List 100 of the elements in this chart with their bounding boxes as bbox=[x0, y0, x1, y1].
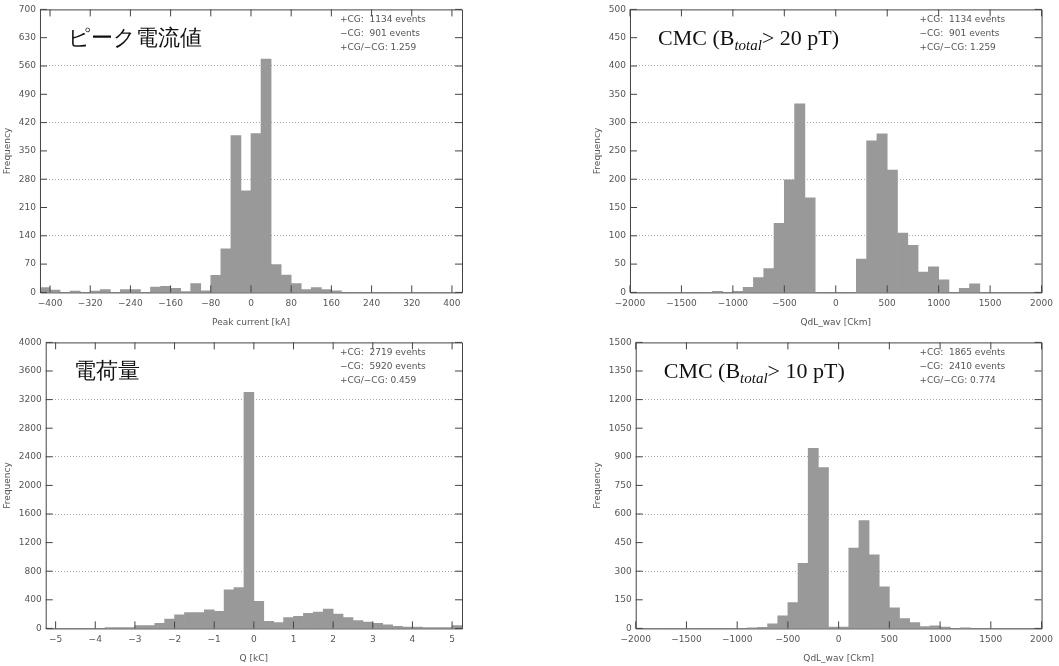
annotation: +CG: 1134 events bbox=[340, 14, 426, 25]
x-tick-label: −2000 bbox=[614, 298, 646, 309]
x-tick-label: −1500 bbox=[671, 634, 702, 645]
x-tick-label: 4 bbox=[409, 634, 416, 645]
annotation: −CG: 901 events bbox=[919, 28, 1000, 39]
y-tick-label: 400 bbox=[24, 594, 42, 605]
y-tick-label: 0 bbox=[30, 286, 37, 297]
y-tick-label: 250 bbox=[608, 145, 627, 156]
x-tick-label: 0 bbox=[835, 634, 842, 645]
annotation: +CG: 2719 events bbox=[340, 347, 426, 358]
x-tick-label: 320 bbox=[403, 298, 421, 309]
annotation: −CG: 2410 events bbox=[919, 361, 1006, 372]
x-tick-label: 1500 bbox=[979, 634, 1003, 645]
text: 電荷量 bbox=[73, 358, 140, 384]
y-tick-label: 900 bbox=[614, 451, 632, 462]
x-tick-label: 240 bbox=[362, 298, 381, 309]
x-tick-label: −400 bbox=[37, 298, 63, 309]
x-tick-label: 2000 bbox=[1030, 634, 1054, 645]
y-tick-label: 1500 bbox=[608, 336, 632, 347]
x-axis-title: QdL_wav [Ckm] bbox=[803, 652, 874, 663]
y-tick-label: 70 bbox=[24, 258, 37, 269]
x-tick-label: 2000 bbox=[1030, 298, 1054, 309]
y-axis-title: Frequency bbox=[1, 461, 12, 509]
y-tick-label: 350 bbox=[608, 88, 627, 99]
x-tick-label: 3 bbox=[369, 634, 376, 645]
y-tick-label: 500 bbox=[608, 3, 627, 14]
y-tick-label: 1200 bbox=[608, 393, 632, 404]
y-tick-label: 0 bbox=[35, 622, 42, 633]
x-tick-label: −5 bbox=[48, 634, 63, 645]
y-tick-label: 150 bbox=[608, 201, 627, 212]
y-tick-label: 3200 bbox=[18, 393, 42, 404]
x-axis-title: QdL_wav [Ckm] bbox=[800, 316, 872, 327]
x-axis-title: Q [kC] bbox=[239, 652, 269, 663]
x-tick-label: −1 bbox=[207, 634, 221, 645]
text: ピーク電流値 bbox=[67, 25, 202, 51]
y-tick-label: 0 bbox=[625, 622, 632, 633]
y-tick-label: 2000 bbox=[18, 479, 42, 490]
y-tick-label: 560 bbox=[18, 60, 37, 71]
y-tick-label: 750 bbox=[614, 479, 632, 490]
x-tick-label: −4 bbox=[88, 634, 103, 645]
x-tick-label: 400 bbox=[443, 298, 461, 309]
y-tick-label: 1200 bbox=[18, 536, 42, 547]
x-tick-label: 500 bbox=[878, 298, 897, 309]
x-tick-label: 1000 bbox=[927, 298, 951, 309]
y-tick-label: 450 bbox=[608, 32, 627, 43]
y-tick-label: 2800 bbox=[18, 422, 42, 433]
y-tick-label: 1050 bbox=[608, 422, 632, 433]
x-tick-label: −1000 bbox=[721, 634, 753, 645]
y-tick-label: 800 bbox=[24, 565, 42, 576]
x-tick-label: −2 bbox=[167, 634, 182, 645]
y-tick-label: 600 bbox=[614, 508, 632, 519]
x-tick-label: −500 bbox=[771, 298, 797, 309]
y-tick-label: 3600 bbox=[18, 365, 42, 376]
annotation: +CG/−CG: 1.259 bbox=[340, 42, 417, 53]
y-tick-label: 0 bbox=[620, 286, 627, 297]
x-tick-label: −2000 bbox=[620, 634, 652, 645]
y-tick-label: 450 bbox=[614, 536, 632, 547]
y-tick-label: 140 bbox=[18, 230, 37, 241]
y-tick-label: 100 bbox=[608, 230, 627, 241]
x-tick-label: 1 bbox=[290, 634, 297, 645]
y-tick-label: 2400 bbox=[18, 451, 42, 462]
x-tick-label: 1500 bbox=[978, 298, 1002, 309]
annotation: +CG/−CG: 1.259 bbox=[919, 42, 997, 53]
y-axis-title: Frequency bbox=[1, 126, 12, 175]
annotation: −CG: 5920 events bbox=[340, 361, 426, 372]
y-axis-title: Frequency bbox=[591, 126, 602, 175]
x-tick-label: 80 bbox=[285, 298, 298, 309]
annotation: +CG: 1865 events bbox=[919, 347, 1006, 358]
y-axis-title: Frequency bbox=[591, 461, 602, 509]
y-tick-label: 280 bbox=[18, 173, 37, 184]
x-tick-label: −80 bbox=[201, 298, 221, 309]
x-tick-label: −1500 bbox=[666, 298, 697, 309]
y-tick-label: 300 bbox=[614, 565, 632, 576]
y-tick-label: 420 bbox=[18, 116, 37, 127]
y-tick-label: 1600 bbox=[18, 508, 42, 519]
x-tick-label: 0 bbox=[250, 634, 257, 645]
y-tick-label: 1350 bbox=[608, 365, 632, 376]
x-tick-label: 2 bbox=[330, 634, 337, 645]
y-tick-label: 350 bbox=[18, 145, 37, 156]
x-tick-label: −240 bbox=[118, 298, 144, 309]
y-tick-label: 630 bbox=[18, 32, 37, 43]
x-tick-label: 160 bbox=[322, 298, 341, 309]
annotation: +CG/−CG: 0.774 bbox=[919, 375, 997, 386]
x-tick-label: 500 bbox=[880, 634, 899, 645]
y-tick-label: 200 bbox=[608, 173, 627, 184]
annotation: +CG: 1134 events bbox=[919, 14, 1006, 25]
x-tick-label: 0 bbox=[832, 298, 839, 309]
x-tick-label: 0 bbox=[248, 298, 255, 309]
x-axis-title: Peak current [kA] bbox=[212, 316, 290, 327]
x-tick-label: −500 bbox=[775, 634, 801, 645]
y-tick-label: 300 bbox=[608, 116, 627, 127]
x-tick-label: 5 bbox=[449, 634, 455, 645]
y-tick-label: 150 bbox=[614, 594, 632, 605]
y-tick-label: 4000 bbox=[18, 336, 42, 347]
x-tick-label: −320 bbox=[77, 298, 103, 309]
y-tick-label: 700 bbox=[18, 3, 37, 14]
annotation: −CG: 901 events bbox=[340, 28, 421, 39]
annotation: +CG/−CG: 0.459 bbox=[340, 375, 417, 386]
y-tick-label: 400 bbox=[608, 60, 627, 71]
x-tick-label: −3 bbox=[128, 634, 142, 645]
